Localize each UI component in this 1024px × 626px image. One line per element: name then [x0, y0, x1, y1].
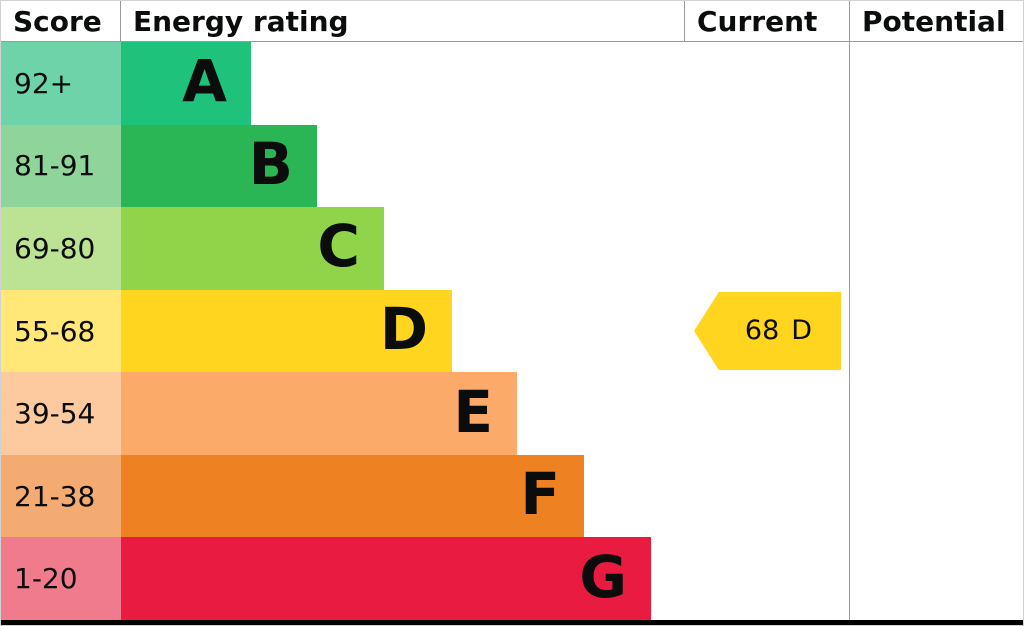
rating-bar-b: B: [121, 124, 317, 208]
score-range: 21-38: [1, 454, 121, 538]
rating-letter: C: [317, 212, 360, 281]
score-range: 1-20: [1, 537, 121, 621]
header-current: Current: [685, 1, 850, 41]
bottom-border-bar: [1, 620, 1023, 625]
rating-bar-d: D: [121, 289, 452, 373]
rating-bar-c: C: [121, 207, 384, 290]
rating-bar-e: E: [121, 372, 517, 455]
band-row-g: 1-20 G: [1, 537, 685, 621]
score-range: 81-91: [1, 124, 121, 208]
band-row-f: 21-38 F: [1, 454, 685, 538]
band-row-d: 55-68 D: [1, 289, 685, 373]
current-score-value: 68: [744, 315, 780, 347]
rating-letter: G: [579, 542, 627, 611]
rating-letter: A: [182, 47, 227, 116]
header-row: Score Energy rating Current Potential: [1, 1, 1023, 42]
rating-bar-g: G: [121, 537, 651, 621]
rating-letter: B: [248, 129, 293, 198]
potential-column: [850, 42, 1023, 620]
header-energy-rating: Energy rating: [121, 1, 685, 41]
band-row-c: 69-80 C: [1, 207, 685, 290]
band-row-b: 81-91 B: [1, 124, 685, 208]
current-rating-arrow: 68 D: [694, 291, 841, 371]
score-range: 69-80: [1, 207, 121, 290]
current-rating-letter: D: [791, 315, 813, 347]
rating-letter: F: [520, 460, 560, 529]
band-row-e: 39-54 E: [1, 372, 685, 455]
score-range: 92+: [1, 42, 121, 125]
score-range: 39-54: [1, 372, 121, 455]
rating-letter: E: [453, 377, 493, 446]
current-column: 68 D: [685, 42, 850, 620]
header-score: Score: [1, 1, 121, 41]
header-potential: Potential: [862, 4, 1006, 38]
chart-body: 92+ A 81-91 B 69-80: [1, 42, 1023, 621]
score-range: 55-68: [1, 289, 121, 373]
band-row-a: 92+ A: [1, 42, 685, 125]
rating-bar-f: F: [121, 454, 584, 538]
rating-letter: D: [379, 295, 428, 364]
bands-column: 92+ A 81-91 B 69-80: [1, 42, 685, 621]
rating-bar-a: A: [121, 42, 251, 125]
